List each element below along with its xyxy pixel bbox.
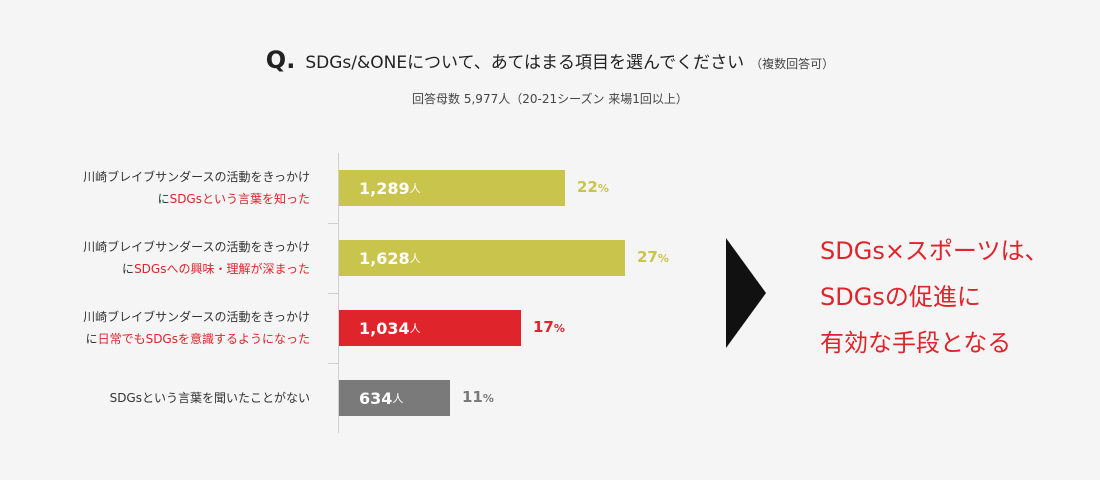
question-header: Q. SDGs/&ONEについて、あてはまる項目を選んでください （複数回答可） xyxy=(0,46,1100,74)
question-mark: Q. xyxy=(265,46,296,74)
percent-label: 22% xyxy=(577,178,609,196)
category-label-line: 川崎ブレイブサンダースの活動をきっかけ xyxy=(83,310,310,324)
category-label-highlight: SDGsという言葉を知った xyxy=(169,192,310,206)
bar-value-label: 1,628 xyxy=(359,248,410,268)
question-subtitle: 回答母数 5,977人（20-21シーズン 来場1回以上） xyxy=(412,92,688,106)
conclusion-line: SDGsの促進に xyxy=(820,283,981,311)
bar: 1,289 人 xyxy=(339,170,565,206)
bar: 1,034 人 xyxy=(339,310,521,346)
bar-value-label: 1,289 xyxy=(359,178,410,198)
category-label-line: 川崎ブレイブサンダースの活動をきっかけ xyxy=(83,170,310,184)
conclusion-line: 有効な手段となる xyxy=(820,329,1012,357)
category-label-2: 川崎ブレイブサンダースの活動をきっかけ にSDGsへの興味・理解が深まった xyxy=(10,236,310,280)
percent-label: 17% xyxy=(533,318,565,336)
row-separator xyxy=(328,293,339,294)
conclusion-text: SDGs×スポーツは、 SDGsの促進に 有効な手段となる xyxy=(820,228,1090,366)
category-label-line: 川崎ブレイブサンダースの活動をきっかけ xyxy=(83,240,310,254)
category-label-highlight: 日常でもSDGsを意識するようになった xyxy=(97,332,310,346)
bar-value-unit: 人 xyxy=(409,182,421,195)
question-text: SDGs/&ONEについて、あてはまる項目を選んでください xyxy=(305,53,745,73)
category-label-prefix: に xyxy=(122,262,135,276)
row-separator xyxy=(328,223,339,224)
category-label-line: SDGsという言葉を聞いたことがない xyxy=(109,391,310,405)
percent-label: 11% xyxy=(462,388,494,406)
percent-label: 27% xyxy=(637,248,669,266)
conclusion-line: SDGs×スポーツは、 xyxy=(820,237,1049,265)
category-label-prefix: に xyxy=(157,192,170,206)
bar: 1,628 人 xyxy=(339,240,625,276)
category-label-3: 川崎ブレイブサンダースの活動をきっかけ に日常でもSDGsを意識するようになった xyxy=(10,306,310,350)
bar-value-unit: 人 xyxy=(409,322,421,335)
category-label-prefix: に xyxy=(85,332,98,346)
question-note: （複数回答可） xyxy=(750,57,835,71)
bar-value-unit: 人 xyxy=(392,392,404,405)
bar-value-label: 1,034 xyxy=(359,318,410,338)
row-separator xyxy=(328,363,339,364)
category-label-1: 川崎ブレイブサンダースの活動をきっかけ にSDGsという言葉を知った xyxy=(10,166,310,210)
category-label-4: SDGsという言葉を聞いたことがない xyxy=(10,387,310,409)
bar-value-unit: 人 xyxy=(409,252,421,265)
category-label-highlight: SDGsへの興味・理解が深まった xyxy=(134,262,310,276)
bar-value-label: 634 xyxy=(359,388,393,408)
arrow-right-icon xyxy=(726,238,766,348)
bar: 634 人 xyxy=(339,380,450,416)
